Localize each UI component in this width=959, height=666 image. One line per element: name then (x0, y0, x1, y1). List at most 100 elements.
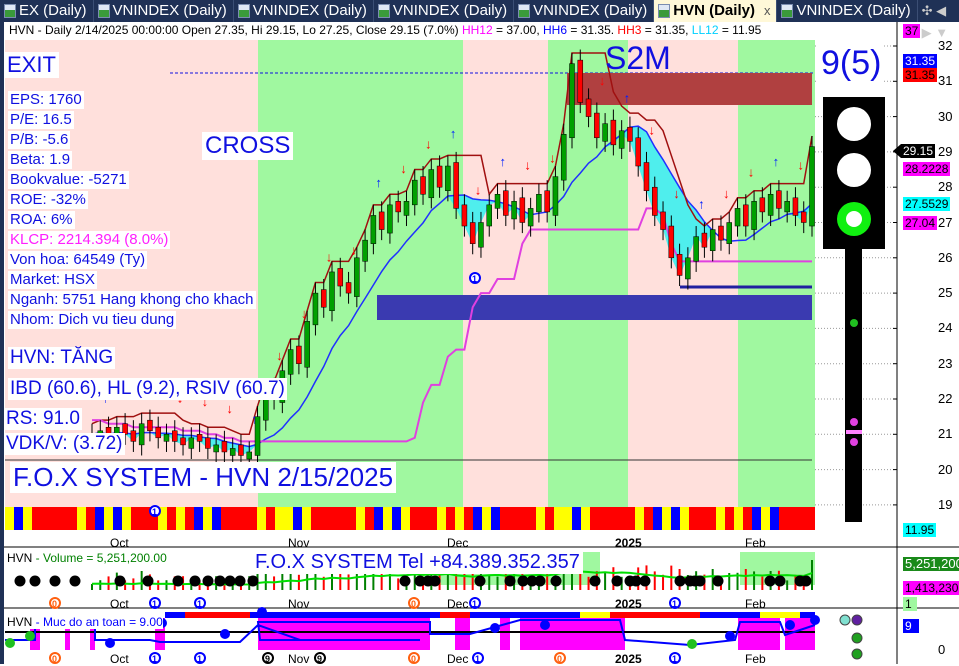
price-tick: 27 (938, 214, 953, 230)
signal-strip-cell (617, 507, 626, 530)
hh12-label: HH12 (461, 23, 493, 37)
tab-2[interactable]: VNINDEX (Daily) (234, 0, 374, 22)
month-label: Feb (745, 536, 766, 550)
safety-dot (105, 638, 115, 648)
candle (345, 282, 352, 294)
signal-strip-cell (662, 507, 671, 530)
tab-nav-arrows-icon[interactable]: ✣ ◀ ▶ ▼ (921, 3, 949, 40)
safety-dot (810, 615, 820, 625)
safety-zone (738, 618, 780, 650)
signal-strip-cell (590, 507, 599, 530)
candle (544, 190, 550, 213)
bookvalue: Bookvalue: -5271 (8, 171, 129, 189)
candle (238, 444, 244, 456)
signal-marker-text: 1 (472, 599, 477, 609)
candle (403, 201, 410, 216)
signal-strip-cell (401, 507, 410, 530)
signal-strip-cell (473, 507, 482, 530)
tab-label: EX (Daily) (19, 2, 87, 19)
candle (478, 222, 484, 248)
tab-1[interactable]: VNINDEX (Daily) (94, 0, 234, 22)
volume-signal-dot (630, 575, 642, 587)
signal-strip-cell (437, 507, 446, 530)
tab-3[interactable]: VNINDEX (Daily) (374, 0, 515, 22)
tab-5[interactable]: HVN (Daily) x (654, 0, 778, 22)
signal-strip-cell (122, 507, 131, 530)
signal-strip-cell (167, 507, 176, 530)
volume-signal-dot (589, 575, 601, 587)
vdkv-value: VDK/V: (3.72) (4, 433, 125, 455)
signal-strip-cell (743, 507, 752, 530)
signal-strip-cell (365, 507, 374, 530)
candle (445, 165, 451, 191)
price-tick: 29 (938, 143, 953, 159)
candle (287, 349, 294, 375)
candle (519, 197, 526, 223)
signal-marker-icon (149, 597, 161, 609)
roa: ROA: 6% (8, 211, 75, 229)
tab-label: VNINDEX (Daily) (252, 2, 367, 19)
signal-marker-icon (554, 652, 566, 664)
candle (800, 211, 807, 223)
candle (701, 232, 708, 248)
safety-zone (500, 618, 510, 650)
cross-label: CROSS (202, 132, 294, 160)
tab-6[interactable]: VNINDEX (Daily) (777, 0, 918, 22)
month-label: Feb (745, 597, 766, 611)
signal-strip-cell (230, 507, 239, 530)
volume-signal-dot (49, 575, 61, 587)
signal-strip-cell (284, 507, 293, 530)
signal-marker-icon (194, 652, 206, 664)
sell-arrow-icon: ↓ (351, 242, 358, 257)
tab-4[interactable]: VNINDEX (Daily) (514, 0, 655, 22)
signal-marker-text: 0 (52, 654, 57, 664)
resistance-zone (567, 73, 812, 105)
signal-strip-cell (599, 507, 608, 530)
candle (453, 162, 459, 209)
signal-strip-cell (149, 507, 158, 530)
sell-arrow-icon: ↓ (326, 249, 333, 264)
volume-signal-dot (800, 575, 812, 587)
close-tab-icon[interactable]: x (763, 3, 771, 18)
signal-strip-cell (707, 507, 716, 530)
volume-signal-dot (474, 575, 486, 587)
last-price-pointer-icon (893, 144, 901, 158)
volume-signal-dot (639, 575, 651, 587)
signal-strip-cell (572, 507, 581, 530)
safety-axis-zero: 0 (938, 642, 946, 657)
price-tick: 25 (938, 285, 953, 301)
trend-band (628, 40, 738, 507)
signal-strip-cell (671, 507, 680, 530)
s2m-label: S2M (605, 40, 671, 76)
candle (776, 190, 782, 209)
signal-strip-cell (788, 507, 797, 530)
tab-label: VNINDEX (Daily) (796, 2, 911, 19)
signal-strip-cell (212, 507, 221, 530)
signal-strip-cell (383, 507, 392, 530)
hh3-label: HH3 (617, 23, 642, 37)
sell-arrow-icon: ↓ (648, 122, 655, 137)
signal-marker-text: 1 (197, 654, 202, 664)
signal-strip-cell (806, 507, 815, 530)
candle (709, 229, 716, 251)
signal-strip-cell (500, 507, 509, 530)
safety-tag: 9 (903, 619, 919, 633)
signal-strip-cell (545, 507, 554, 530)
market: Market: HSX (8, 271, 98, 289)
signal-marker-text: 9 (265, 654, 270, 664)
chart-tabs: EX (Daily) VNINDEX (Daily) VNINDEX (Daily)… (0, 0, 959, 40)
signal-strip-cell (239, 507, 248, 530)
price-tag: 31.35 (903, 68, 938, 82)
signal-marker-icon (149, 652, 161, 664)
resistance-line (91, 52, 813, 436)
signal-strip-cell (653, 507, 662, 530)
candle (577, 59, 584, 103)
candle (461, 204, 468, 227)
safety-dot (257, 607, 267, 617)
price-tag: 29.15 (901, 144, 936, 158)
signal-strip-cell (410, 507, 419, 530)
signal-marker-icon (408, 652, 420, 664)
candle (138, 423, 145, 446)
tab-0[interactable]: EX (Daily) (0, 0, 94, 22)
candle (428, 169, 435, 199)
